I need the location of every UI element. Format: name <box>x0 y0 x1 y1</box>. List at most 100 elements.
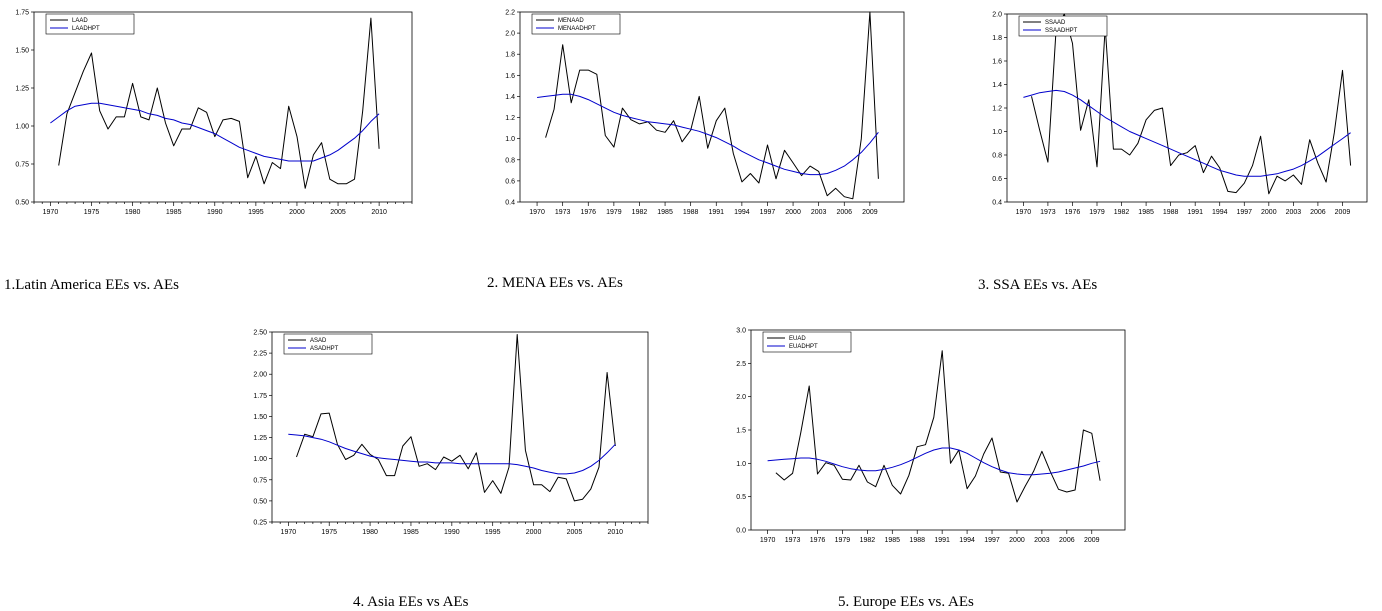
x-tick-label: 2005 <box>567 529 583 536</box>
y-tick-label: 0.50 <box>253 498 267 505</box>
legend-box <box>762 331 852 353</box>
legend-label: EUAD <box>789 336 806 342</box>
series-line-menaadhpt <box>537 93 879 176</box>
x-tick-label: 2006 <box>836 209 852 216</box>
x-tick-label: 2003 <box>811 209 827 216</box>
legend-label: MENAADHPT <box>558 26 596 32</box>
x-tick-label: 1975 <box>84 209 100 216</box>
chart-ssa: 0.4 0.6 0.8 1.0 1.2 1.4 1.6 1.8 2.0 1970 1973 1976 1… <box>992 12 1368 216</box>
series-line-euad <box>775 350 1101 503</box>
legend-label: ASADHPT <box>310 346 339 352</box>
chart-panel-ssa: 0.4 0.6 0.8 1.0 1.2 1.4 1.6 1.8 2.0 1970 1973 1976 1… <box>970 0 1382 230</box>
y-tick-label: 0.4 <box>992 200 1002 207</box>
x-tick-label: 1985 <box>657 209 673 216</box>
series-line-euadhpt <box>767 447 1101 476</box>
y-tick-label: 2.0 <box>505 31 515 38</box>
y-tick-label: 0.25 <box>253 520 267 527</box>
x-tick-label: 1982 <box>860 537 876 544</box>
x-tick-label: 1997 <box>984 537 1000 544</box>
legend-box <box>283 333 373 355</box>
plot-frame <box>271 331 649 523</box>
chart-panel-mena: 0.4 0.6 0.8 1.0 1.2 1.4 1.6 1.8 2.0 2.2 1970 1973 19… <box>480 0 920 230</box>
x-tick-label: 1990 <box>207 209 223 216</box>
x-tick-label: 1997 <box>760 209 776 216</box>
x-tick-label: 1976 <box>580 209 596 216</box>
x-tick-label: 1976 <box>1065 209 1081 216</box>
series-line-asadhpt <box>288 433 616 475</box>
x-tick-label: 2009 <box>862 209 878 216</box>
y-tick-label: 2.50 <box>253 330 267 337</box>
x-tick-label: 2010 <box>608 529 624 536</box>
y-tick-label: 1.0 <box>505 136 515 143</box>
y-tick-label: 1.25 <box>15 86 29 93</box>
x-tick-label: 2000 <box>526 529 542 536</box>
y-tick-label: 1.00 <box>15 124 29 131</box>
y-tick-label: 1.50 <box>15 48 29 55</box>
y-tick-label: 1.6 <box>505 73 515 80</box>
y-tick-label: 1.50 <box>253 414 267 421</box>
x-tick-label: 1982 <box>1114 209 1130 216</box>
series-line-laadhpt <box>50 102 380 162</box>
legend-label: ASAD <box>310 338 327 344</box>
y-tick-label: 1.8 <box>992 35 1002 42</box>
x-tick-label: 1988 <box>909 537 925 544</box>
x-tick-label: 1988 <box>683 209 699 216</box>
x-tick-label: 1994 <box>1212 209 1228 216</box>
y-tick-label: 2.0 <box>736 394 746 401</box>
legend-label: LAAD <box>72 18 88 24</box>
y-tick-label: 0.8 <box>992 153 1002 160</box>
x-tick-label: 1995 <box>485 529 501 536</box>
x-tick-label: 1973 <box>1040 209 1056 216</box>
y-tick-label: 0.4 <box>505 200 515 207</box>
x-tick-label: 1980 <box>362 529 378 536</box>
x-tick-label: 2009 <box>1335 209 1351 216</box>
y-tick-label: 0.6 <box>505 178 515 185</box>
plot-frame <box>1006 13 1368 203</box>
x-tick-label: 1991 <box>934 537 950 544</box>
x-tick-label: 1988 <box>1163 209 1179 216</box>
x-tick-label: 1970 <box>43 209 59 216</box>
x-tick-label: 1979 <box>606 209 622 216</box>
x-tick-label: 2003 <box>1034 537 1050 544</box>
x-tick-label: 2006 <box>1310 209 1326 216</box>
y-tick-label: 1.75 <box>253 393 267 400</box>
x-tick-label: 2005 <box>330 209 346 216</box>
y-tick-label: 0.50 <box>15 200 29 207</box>
y-tick-label: 1.6 <box>992 59 1002 66</box>
x-tick-label: 1990 <box>444 529 460 536</box>
chart-mena: 0.4 0.6 0.8 1.0 1.2 1.4 1.6 1.8 2.0 2.2 1970 1973 19… <box>505 10 905 216</box>
series-line-asad <box>296 334 616 502</box>
x-tick-label: 1970 <box>529 209 545 216</box>
y-tick-label: 2.00 <box>253 372 267 379</box>
y-tick-label: 2.0 <box>992 12 1002 19</box>
y-tick-label: 0.0 <box>736 528 746 535</box>
x-tick-label: 2000 <box>289 209 305 216</box>
y-tick-label: 1.4 <box>992 82 1002 89</box>
caption-mena: 2. MENA EEs vs. AEs <box>487 275 623 291</box>
chart-panel-europe: 0.0 0.5 1.0 1.5 2.0 2.5 3.0 1970 1973 1976 1979 198… <box>720 320 1140 560</box>
y-tick-label: 0.75 <box>253 477 267 484</box>
caption-latin-america: 1.Latin America EEs vs. AEs <box>4 277 179 293</box>
legend-box <box>1018 15 1108 37</box>
x-tick-label: 2000 <box>1261 209 1277 216</box>
chart-asia: 0.25 0.50 0.75 1.00 1.25 1.50 1.75 2.00 2.25 2.50… <box>253 330 649 536</box>
y-tick-label: 3.0 <box>736 328 746 335</box>
y-tick-label: 1.2 <box>992 106 1002 113</box>
y-tick-label: 2.2 <box>505 10 515 17</box>
x-tick-label: 1997 <box>1236 209 1252 216</box>
x-tick-label: 1976 <box>810 537 826 544</box>
x-tick-label: 2009 <box>1084 537 1100 544</box>
y-tick-label: 1.75 <box>15 10 29 17</box>
legend-label: EUADHPT <box>789 344 818 350</box>
x-tick-label: 2006 <box>1059 537 1075 544</box>
series-line-laad <box>58 17 380 189</box>
x-tick-label: 1970 <box>1016 209 1032 216</box>
y-tick-label: 1.5 <box>736 428 746 435</box>
x-tick-label: 1982 <box>632 209 648 216</box>
x-tick-label: 1991 <box>1187 209 1203 216</box>
x-tick-label: 1985 <box>884 537 900 544</box>
legend-label: LAADHPT <box>72 26 100 32</box>
x-tick-label: 1970 <box>760 537 776 544</box>
legend-label: MENAAD <box>558 18 584 24</box>
legend-box <box>45 13 135 35</box>
